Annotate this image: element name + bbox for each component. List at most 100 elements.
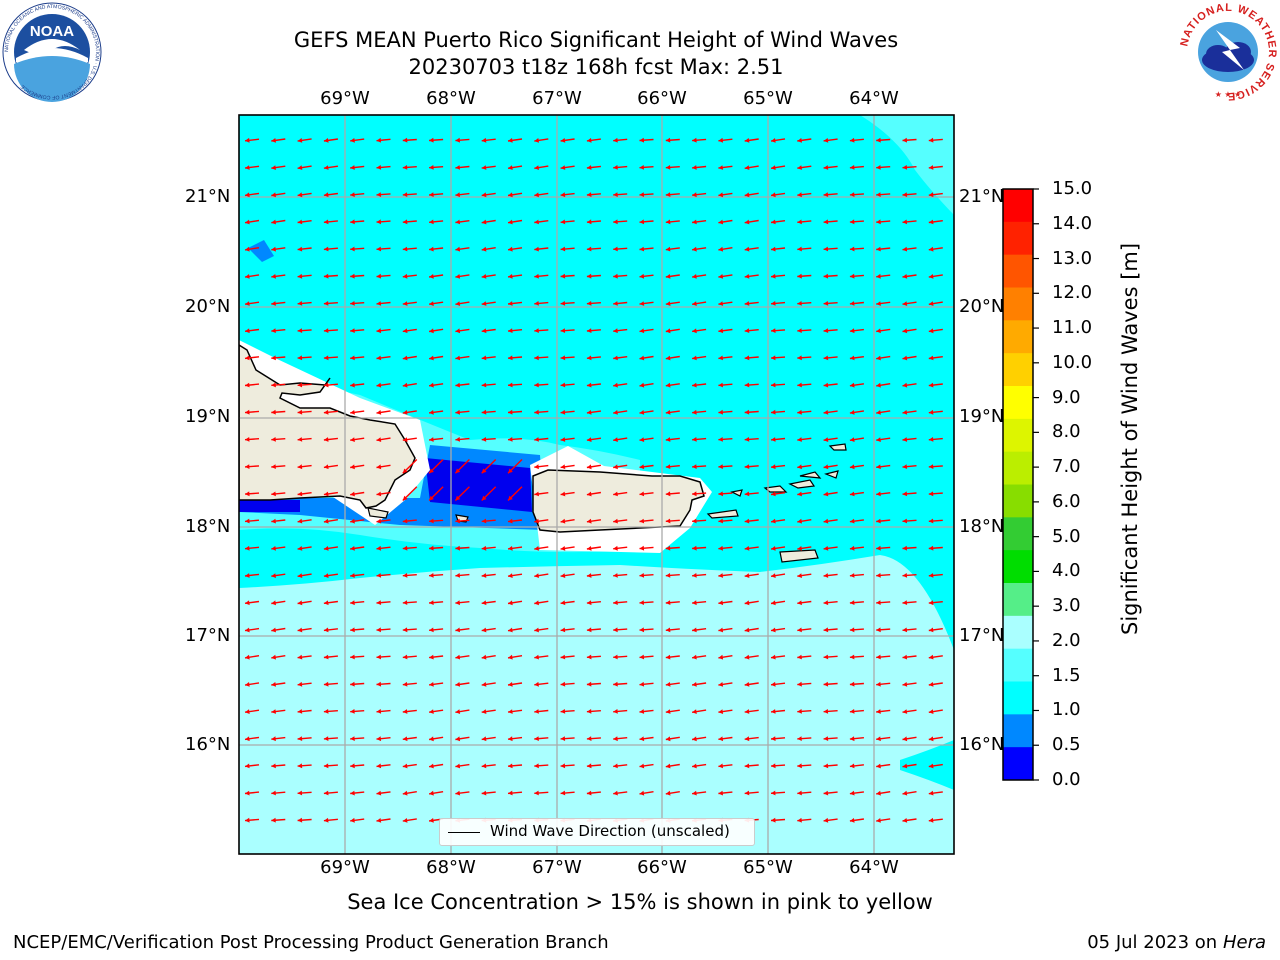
- wind-arrow-head: [323, 246, 329, 252]
- wind-arrow-head: [771, 491, 776, 497]
- colorbar-tick-label: 12.0: [1052, 282, 1093, 304]
- wind-arrow-head: [271, 165, 276, 170]
- wind-arrow-head: [744, 518, 750, 524]
- wind-arrow-head: [692, 409, 697, 415]
- wind-arrow-head: [402, 709, 408, 714]
- map-panel: [239, 115, 954, 854]
- lon-label-top: 68°W: [426, 88, 476, 109]
- nws-logo: NATIONAL WEATHER SERVICE ★ ★ ★: [1178, 2, 1277, 102]
- wind-arrow-head: [928, 709, 934, 714]
- wind-arrow-head: [429, 682, 434, 687]
- wind-arrow-head: [744, 301, 750, 306]
- wind-arrow-head: [402, 165, 408, 170]
- wind-arrow-head: [271, 246, 276, 252]
- wind-arrow-head: [323, 355, 329, 361]
- wind-arrow-head: [402, 219, 408, 225]
- wind-arrow-head: [665, 763, 671, 769]
- wind-arrow-head: [481, 518, 487, 524]
- wind-arrow-head: [323, 817, 329, 823]
- wind-arrow-head: [455, 437, 460, 442]
- wind-arrow-head: [849, 273, 855, 279]
- colorbar-segment: [1003, 189, 1033, 223]
- wind-arrow-head: [639, 736, 645, 742]
- wind-arrow-head: [665, 246, 671, 252]
- wind-arrow-head: [639, 518, 645, 524]
- wind-arrow-head: [534, 600, 539, 606]
- wind-arrow-head: [639, 301, 645, 306]
- wind-arrow-head: [823, 138, 829, 143]
- chart-title: GEFS MEAN Puerto Rico Significant Height…: [293, 28, 899, 52]
- wind-arrow-head: [350, 382, 355, 388]
- wind-arrow-head: [297, 817, 303, 823]
- wind-arrow-head: [902, 219, 908, 225]
- wind-arrow-head: [849, 573, 855, 578]
- wind-arrow-head: [245, 137, 250, 143]
- colorbar-tick-label: 11.0: [1052, 317, 1093, 339]
- wind-arrow-head: [350, 355, 355, 361]
- wind-arrow-head: [297, 790, 303, 796]
- lat-label-left: 21°N: [185, 186, 231, 207]
- wind-arrow-head: [534, 138, 539, 143]
- puerto-rico-land: [532, 469, 705, 533]
- wind-arrow-head: [271, 382, 276, 388]
- wind-arrow-head: [876, 545, 881, 551]
- hispaniola-land: [239, 344, 416, 509]
- wind-arrow-head: [928, 627, 934, 633]
- wind-arrow-head: [876, 491, 881, 497]
- wind-arrow-head: [323, 491, 329, 497]
- wind-arrow-head: [560, 600, 566, 606]
- wind-arrow-head: [402, 468, 408, 474]
- graticule: [239, 115, 954, 854]
- wind-arrow-head: [455, 682, 461, 687]
- wind-arrow-head: [718, 491, 723, 497]
- lat-label-right: 20°N: [959, 296, 1005, 317]
- wind-arrow-head: [849, 818, 855, 823]
- wind-arrow-head: [665, 736, 671, 742]
- wind-arrow-head: [323, 681, 329, 687]
- wind-arrow-head: [876, 464, 881, 470]
- wind-arrow-head: [849, 518, 855, 524]
- wind-arrow-head: [718, 545, 723, 551]
- wind-arrow-head: [350, 654, 355, 660]
- colorbar-segment: [1003, 517, 1033, 551]
- wind-arrow-head: [245, 627, 250, 633]
- wind-arrow-head: [323, 736, 329, 741]
- wind-arrow-head: [297, 437, 303, 442]
- wind-arrow-head: [823, 165, 829, 170]
- wind-arrow-head: [350, 165, 355, 170]
- wind-arrow-head: [297, 165, 303, 170]
- wind-arrow-head: [455, 192, 460, 198]
- wind-arrow-head: [350, 328, 355, 333]
- colorbar-segment: [1003, 550, 1033, 584]
- wind-arrow-head: [534, 464, 539, 470]
- wind-arrow-head: [586, 246, 592, 252]
- wind-arrow-head: [928, 382, 934, 388]
- colorbar-segment: [1003, 615, 1033, 650]
- colorbar-tick-label: 0.0: [1052, 769, 1081, 790]
- wind-arrow-head: [849, 736, 855, 742]
- wind-arrow-head: [245, 790, 250, 796]
- wind-arrow-head: [323, 273, 329, 279]
- wind-arrow-head: [481, 355, 487, 361]
- wind-arrow-head: [797, 763, 802, 769]
- colorbar-segment: [1003, 386, 1033, 420]
- wind-arrow-head: [928, 491, 934, 497]
- wind-arrow-head: [613, 790, 618, 796]
- wind-arrow-head: [376, 818, 382, 823]
- wind-arrow-head: [376, 165, 382, 170]
- wind-arrow-head: [744, 382, 750, 388]
- wind-arrow-head: [481, 468, 487, 474]
- wind-arrow-head: [902, 518, 908, 524]
- wind-arrow-head: [692, 301, 697, 306]
- wind-arrow-head: [245, 545, 250, 551]
- wind-arrow-head: [508, 219, 513, 225]
- wind-arrow-head: [350, 736, 355, 741]
- wind-arrow-head: [481, 301, 487, 306]
- wind-arrow-head: [928, 328, 934, 334]
- wind-arrow-head: [534, 627, 539, 633]
- wind-arrow-head: [639, 573, 645, 578]
- wind-arrow-head: [876, 818, 881, 823]
- wind-arrow-head: [928, 518, 934, 524]
- wind-arrow-head: [586, 654, 592, 660]
- wind-arrow-head: [744, 464, 750, 469]
